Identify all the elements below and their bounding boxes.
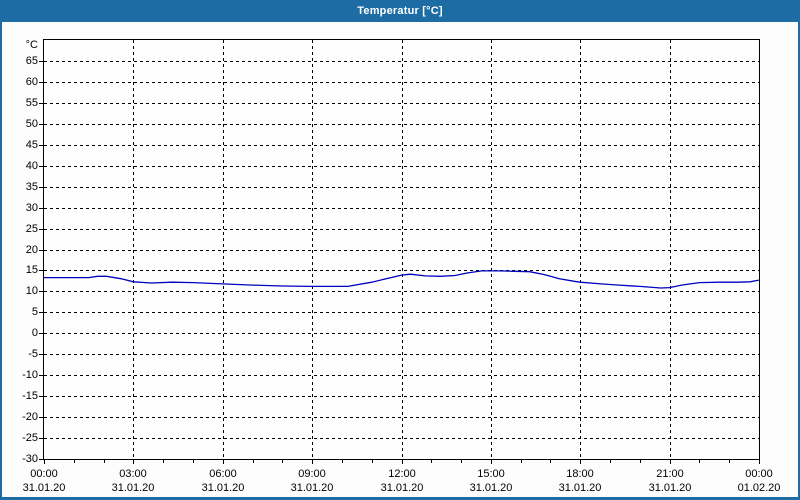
x-axis-date-label: 31.01.20: [290, 482, 334, 494]
x-axis-time-label: 12:00: [388, 468, 416, 480]
x-axis-tick: [402, 460, 403, 464]
y-axis-tick: [39, 208, 43, 209]
y-axis-label: -30: [22, 453, 38, 465]
x-axis-tick: [223, 460, 224, 464]
y-axis-tick: [39, 145, 43, 146]
y-axis-label: 15: [25, 264, 38, 276]
x-axis-date-label: 31.01.20: [380, 482, 424, 494]
y-axis-tick: [39, 229, 43, 230]
y-axis-label: 20: [25, 244, 38, 256]
y-axis-tick: [39, 103, 43, 104]
y-axis-tick: [39, 291, 43, 292]
x-axis-tick: [550, 460, 551, 463]
y-axis-label: -10: [22, 369, 38, 381]
x-axis-date-label: 31.01.20: [22, 482, 66, 494]
x-axis-tick: [312, 460, 313, 464]
y-axis-label: 35: [25, 181, 38, 193]
y-axis-tick: [39, 61, 43, 62]
y-axis-label: 5: [31, 306, 38, 318]
x-axis-date-label: 31.01.20: [201, 482, 245, 494]
window-title: Temperatur [°C]: [357, 5, 443, 17]
x-axis-date-label: 31.01.20: [111, 482, 155, 494]
y-axis-tick: [39, 375, 43, 376]
y-axis-unit-label: °C: [25, 39, 38, 51]
y-axis-tick: [39, 438, 43, 439]
y-axis-tick: [39, 417, 43, 418]
x-axis-time-label: 18:00: [566, 468, 594, 480]
chart-region: °C 65 60 55 50 45 40 35 30 25 20 15 10 5 0 -5 -10 -15 -20…: [2, 22, 798, 497]
x-axis-tick: [461, 460, 462, 463]
x-axis-tick: [133, 460, 134, 464]
y-axis-label: 10: [25, 285, 38, 297]
x-axis-time-label: 00:00: [745, 468, 773, 480]
x-axis-tick: [74, 460, 75, 463]
x-axis-tick: [342, 460, 343, 463]
temperature-plot-area: [43, 39, 760, 460]
x-axis-tick: [729, 460, 730, 463]
x-axis-tick: [521, 460, 522, 463]
x-axis-tick: [253, 460, 254, 463]
y-axis-tick: [39, 166, 43, 167]
y-axis-label: 30: [25, 202, 38, 214]
x-axis-date-label: 31.01.20: [558, 482, 602, 494]
temperature-line: [44, 270, 759, 289]
window-titlebar: Temperatur [°C]: [0, 0, 800, 22]
x-axis-tick: [491, 460, 492, 464]
x-axis-time-label: 15:00: [477, 468, 505, 480]
y-axis-tick: [39, 396, 43, 397]
x-axis-time-label: 06:00: [209, 468, 237, 480]
x-axis-date-label: 31.01.20: [469, 482, 513, 494]
y-axis-label: 55: [25, 97, 38, 109]
x-axis-tick: [372, 460, 373, 463]
x-axis-tick: [44, 460, 45, 464]
y-axis-tick: [39, 250, 43, 251]
x-axis-tick: [163, 460, 164, 463]
y-axis-tick: [39, 312, 43, 313]
x-axis-tick: [193, 460, 194, 463]
x-axis-date-label: 01.02.20: [737, 482, 781, 494]
x-axis-tick: [699, 460, 700, 463]
y-axis-label: -25: [22, 432, 38, 444]
y-axis-label: -5: [28, 348, 38, 360]
x-axis-time-label: 21:00: [656, 468, 684, 480]
y-axis-label: 40: [25, 160, 38, 172]
x-axis-time-label: 09:00: [298, 468, 326, 480]
y-axis-tick: [39, 124, 43, 125]
x-axis-tick: [759, 460, 760, 464]
y-axis-label: 65: [25, 55, 38, 67]
y-axis-tick: [39, 333, 43, 334]
y-axis-label: -15: [22, 390, 38, 402]
y-axis-tick: [39, 187, 43, 188]
y-axis-label: 0: [31, 327, 38, 339]
y-axis-tick: [39, 82, 43, 83]
x-axis-time-label: 03:00: [119, 468, 147, 480]
y-axis-tick: [39, 354, 43, 355]
y-axis-label: 25: [25, 223, 38, 235]
x-axis-tick: [580, 460, 581, 464]
x-axis-tick: [670, 460, 671, 464]
x-axis-tick: [431, 460, 432, 463]
y-axis-label: 50: [25, 118, 38, 130]
x-axis-time-label: 00:00: [30, 468, 58, 480]
x-axis-date-label: 31.01.20: [648, 482, 692, 494]
y-axis-label: -20: [22, 411, 38, 423]
y-axis-label: 60: [25, 76, 38, 88]
x-axis-tick: [282, 460, 283, 463]
y-axis-label: 45: [25, 139, 38, 151]
x-axis-tick: [610, 460, 611, 463]
x-axis-tick: [640, 460, 641, 463]
y-axis-tick: [39, 459, 43, 460]
x-axis-tick: [104, 460, 105, 463]
y-axis-tick: [39, 270, 43, 271]
